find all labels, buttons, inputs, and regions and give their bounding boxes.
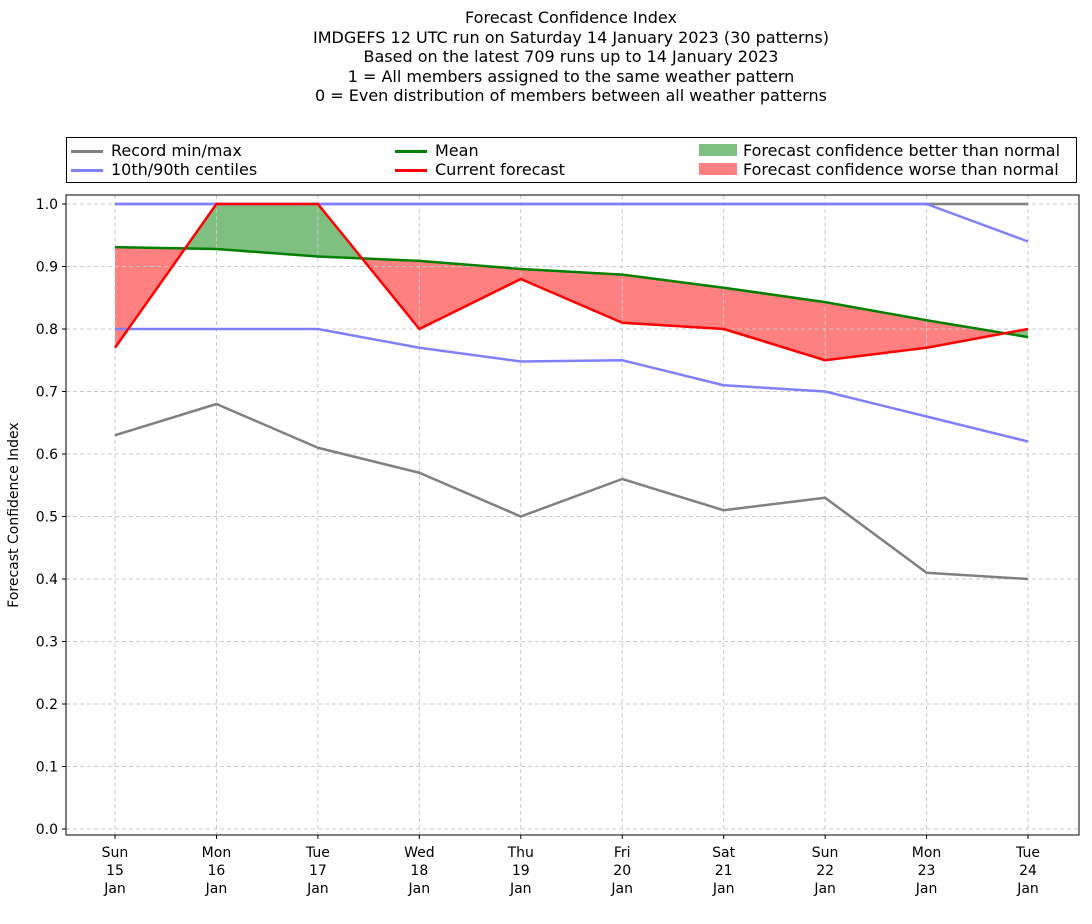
title-line-3: Based on the latest 709 runs up to 14 Ja… xyxy=(363,47,779,66)
confidence-fill-layer xyxy=(115,204,1028,361)
y-tick-label: 0.0 xyxy=(36,822,58,838)
x-tick-label: Jan xyxy=(205,881,228,897)
fill-worse-than-normal xyxy=(520,269,623,323)
y-tick-label: 0.4 xyxy=(36,572,58,588)
y-tick-label: 0.5 xyxy=(36,510,58,526)
x-tick-label: Tue xyxy=(1015,845,1040,861)
y-tick-label: 0.6 xyxy=(36,447,58,463)
x-tick-label: 20 xyxy=(613,863,631,879)
x-tick-label: Tue xyxy=(305,845,330,861)
x-tick-label: Mon xyxy=(202,845,232,861)
x-tick-label: Jan xyxy=(813,881,836,897)
fill-better-than-normal xyxy=(216,204,318,257)
x-tick-label: 19 xyxy=(512,863,530,879)
x-tick-label: Jan xyxy=(103,881,126,897)
x-tick-label: Jan xyxy=(1016,881,1039,897)
series-line-record-min xyxy=(114,402,1029,581)
y-axis-label: Forecast Confidence Index xyxy=(6,422,22,607)
y-tick-label: 0.2 xyxy=(36,697,58,713)
title-line-2: IMDGEFS 12 UTC run on Saturday 14 Januar… xyxy=(313,27,829,47)
legend-label-current: Current forecast xyxy=(435,160,565,179)
title-line-1: Forecast Confidence Index xyxy=(465,8,677,27)
x-tick-label: 17 xyxy=(309,863,327,879)
x-tick-label: 24 xyxy=(1019,863,1037,879)
x-tick-label: 15 xyxy=(106,863,124,879)
y-tick-label: 0.1 xyxy=(36,760,58,776)
plot-frame xyxy=(65,194,1080,836)
x-tick-label: Thu xyxy=(507,845,534,861)
x-tick-label: Wed xyxy=(404,845,435,861)
legend-label-centiles: 10th/90th centiles xyxy=(111,160,258,179)
legend-swatch-worse xyxy=(699,163,737,175)
legend-label-better: Forecast confidence better than normal xyxy=(743,141,1061,160)
fill-worse-than-normal xyxy=(926,320,1005,348)
x-tick-label: 21 xyxy=(715,863,733,879)
fill-worse-than-normal xyxy=(622,274,724,329)
series-line-current xyxy=(113,202,1029,362)
fill-worse-than-normal xyxy=(419,260,521,329)
x-tick-label: 16 xyxy=(208,863,226,879)
series-layer xyxy=(113,202,1029,581)
y-tick-label: 0.7 xyxy=(36,385,58,401)
series-line-p10 xyxy=(115,327,1029,443)
legend-swatch-current xyxy=(395,169,427,172)
legend-label-worse: Forecast confidence worse than normal xyxy=(743,160,1059,179)
legend: Record min/max 10th/90th centiles Mean C… xyxy=(66,137,1077,183)
x-tick-label: Jan xyxy=(610,881,633,897)
x-tick-label: Jan xyxy=(915,881,938,897)
x-tick-label: Jan xyxy=(509,881,532,897)
y-tick-label: 0.3 xyxy=(36,635,58,651)
x-tick-label: 23 xyxy=(918,863,936,879)
x-tick-label: Fri xyxy=(614,845,631,861)
series-line-mean xyxy=(114,245,1029,339)
legend-swatch-record xyxy=(71,150,103,153)
legend-swatch-mean xyxy=(395,150,427,153)
tick-layer: 0.0 0.1 0.2 0.3 0.4 0.5 0.6 0.7 0.8 0.9 1.0 Sun 15 Ja… xyxy=(36,197,1040,897)
x-tick-label: Jan xyxy=(306,881,329,897)
x-tick-label: Mon xyxy=(912,845,942,861)
x-tick-label: 18 xyxy=(410,863,428,879)
title-line-5: 0 = Even distribution of members between… xyxy=(314,86,828,105)
x-tick-label: Sun xyxy=(102,845,129,861)
legend-swatch-better xyxy=(699,144,737,156)
y-tick-label: 1.0 xyxy=(36,197,58,213)
legend-label-mean: Mean xyxy=(435,141,479,160)
chart-title: Forecast Confidence Index IMDGEFS 12 UTC… xyxy=(0,8,1092,106)
y-tick-label: 0.8 xyxy=(36,322,58,338)
x-tick-label: Sat xyxy=(712,845,735,861)
fill-worse-than-normal xyxy=(723,287,826,361)
x-tick-label: Sun xyxy=(812,845,839,861)
x-tick-label: Jan xyxy=(712,881,735,897)
x-tick-label: 22 xyxy=(816,863,834,879)
y-tick-label: 0.9 xyxy=(36,260,58,276)
x-tick-label: Jan xyxy=(408,881,431,897)
legend-label-record: Record min/max xyxy=(111,141,242,160)
title-line-4: 1 = All members assigned to the same wea… xyxy=(347,66,795,86)
legend-swatch-centiles xyxy=(71,169,103,172)
